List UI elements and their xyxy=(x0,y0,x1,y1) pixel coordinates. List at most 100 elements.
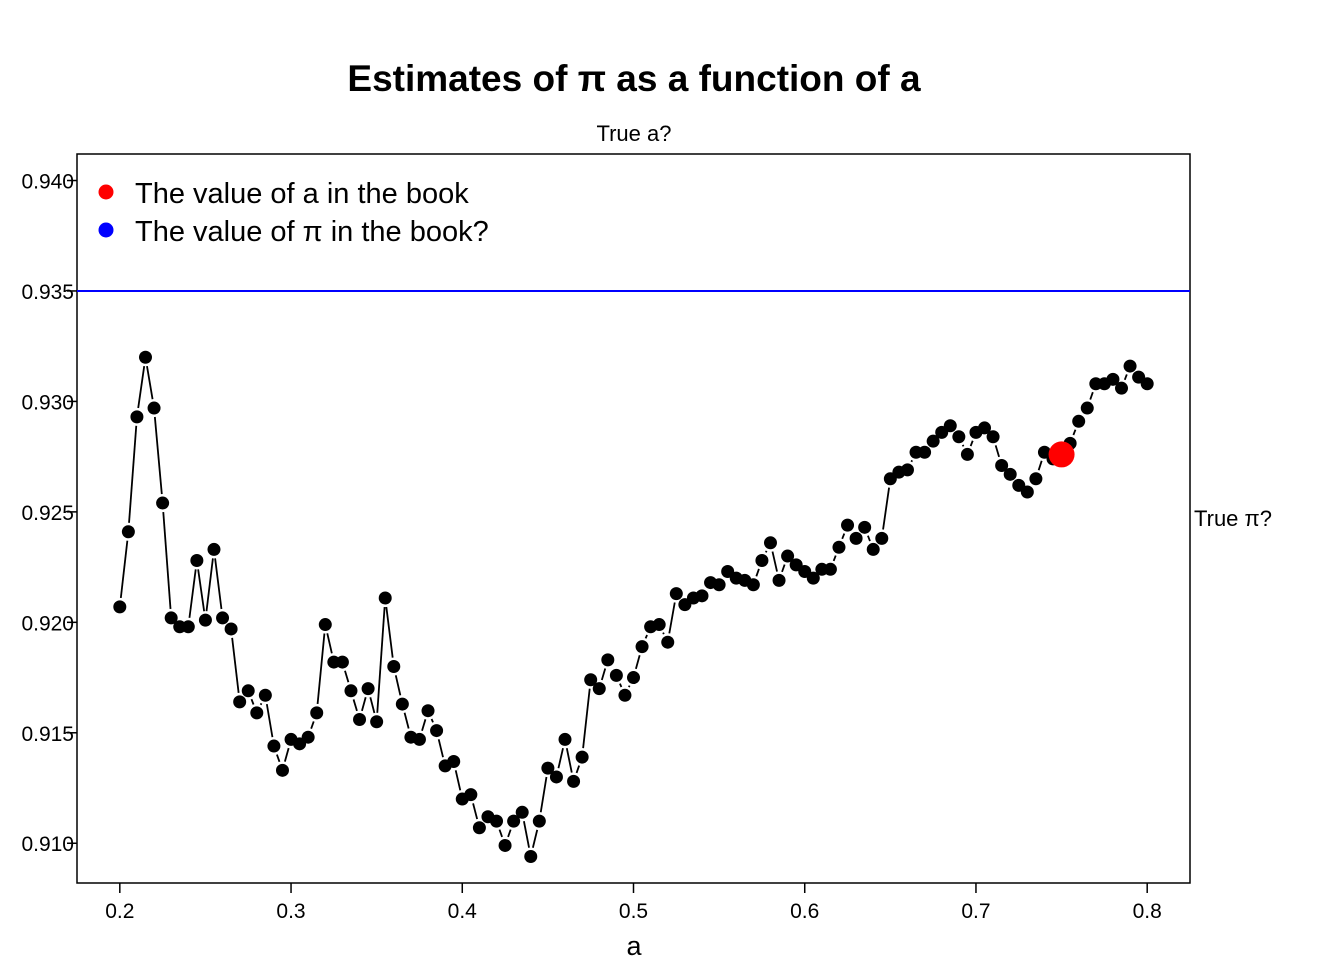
series-segment xyxy=(197,569,206,612)
data-point xyxy=(781,549,795,563)
series-segment xyxy=(310,721,315,730)
data-point xyxy=(635,640,649,654)
data-point xyxy=(387,660,401,674)
legend-marker xyxy=(98,222,114,238)
data-point xyxy=(207,542,221,556)
data-point xyxy=(943,419,957,433)
series-segment xyxy=(969,440,974,447)
hline-label: True π? xyxy=(1194,506,1272,531)
series-segment xyxy=(128,425,138,523)
series-segment xyxy=(523,820,530,848)
data-point xyxy=(661,635,675,649)
series-segment xyxy=(137,366,146,409)
data-point xyxy=(918,445,932,459)
data-point xyxy=(549,770,563,784)
data-point xyxy=(772,573,786,587)
series-segment xyxy=(188,569,197,618)
series-segment xyxy=(352,699,358,712)
series-segment xyxy=(662,632,665,635)
data-point xyxy=(592,682,606,696)
data-point xyxy=(258,688,272,702)
x-tick-label: 0.3 xyxy=(276,900,305,923)
series-segment xyxy=(532,829,539,848)
data-point xyxy=(806,571,820,585)
data-point xyxy=(978,421,992,435)
data-point xyxy=(1080,401,1094,415)
data-point xyxy=(310,706,324,720)
data-point xyxy=(575,750,589,764)
series-segment xyxy=(582,688,591,749)
data-point xyxy=(695,589,709,603)
data-point xyxy=(430,724,444,738)
data-point xyxy=(147,401,161,415)
series-segment xyxy=(832,555,837,562)
data-point xyxy=(250,706,264,720)
y-axis: 0.910 0.915 0.920 0.925 0.930 0.935 0.940 xyxy=(21,171,77,856)
data-point xyxy=(746,578,760,592)
data-point xyxy=(498,838,512,852)
series-segment xyxy=(153,416,163,495)
series-segment xyxy=(565,748,573,773)
data-point xyxy=(541,761,555,775)
data-point xyxy=(866,542,880,556)
data-point xyxy=(361,682,375,696)
series-segment xyxy=(910,459,913,463)
series-segment xyxy=(557,747,564,769)
data-point xyxy=(841,518,855,532)
series-segment xyxy=(507,829,512,838)
x-axis-label: a xyxy=(626,931,642,960)
data-point xyxy=(986,430,1000,444)
data-point xyxy=(318,618,332,632)
series-segment xyxy=(205,558,214,612)
series-segment xyxy=(231,637,240,694)
series-segment xyxy=(841,533,846,540)
data-point xyxy=(1115,381,1129,395)
data-point xyxy=(370,715,384,729)
data-point xyxy=(1123,359,1137,373)
data-point xyxy=(618,688,632,702)
data-point xyxy=(1140,377,1154,391)
data-point xyxy=(601,653,615,667)
data-point xyxy=(995,458,1009,472)
data-point xyxy=(669,587,683,601)
data-point xyxy=(275,763,289,777)
series-segment xyxy=(771,551,778,572)
data-point xyxy=(832,540,846,554)
series-segment xyxy=(628,685,631,688)
data-point xyxy=(558,732,572,746)
data-point xyxy=(233,695,247,709)
series-segment xyxy=(214,558,223,610)
data-point xyxy=(181,620,195,634)
data-point xyxy=(507,814,521,828)
data-point xyxy=(712,578,726,592)
highlight-point xyxy=(1048,441,1075,468)
series-segment xyxy=(781,564,786,573)
data-point xyxy=(1106,372,1120,386)
data-point xyxy=(1072,414,1086,428)
data-point xyxy=(344,684,358,698)
series-segment xyxy=(361,697,367,712)
data-point xyxy=(190,553,204,567)
series-segment xyxy=(539,776,548,813)
y-tick-label: 0.915 xyxy=(21,723,74,746)
data-point xyxy=(567,774,581,788)
data-point xyxy=(156,496,170,510)
series-segment xyxy=(403,712,410,729)
data-point xyxy=(472,821,486,835)
data-point xyxy=(164,611,178,625)
series-segment xyxy=(668,602,676,634)
x-axis: 0.2 0.3 0.4 0.5 0.6 0.7 0.8 xyxy=(105,883,1162,923)
data-point xyxy=(130,410,144,424)
series-points xyxy=(113,350,1154,863)
x-tick-label: 0.4 xyxy=(448,900,478,923)
series-segment xyxy=(1072,429,1077,436)
series-segment xyxy=(575,765,580,774)
series-segment xyxy=(276,754,281,763)
data-point xyxy=(849,531,863,545)
data-point xyxy=(1029,472,1043,486)
y-tick-label: 0.940 xyxy=(21,171,74,194)
data-point xyxy=(198,613,212,627)
series-segment xyxy=(600,668,607,681)
y-tick-label: 0.925 xyxy=(21,502,74,525)
series-segment xyxy=(882,487,890,530)
